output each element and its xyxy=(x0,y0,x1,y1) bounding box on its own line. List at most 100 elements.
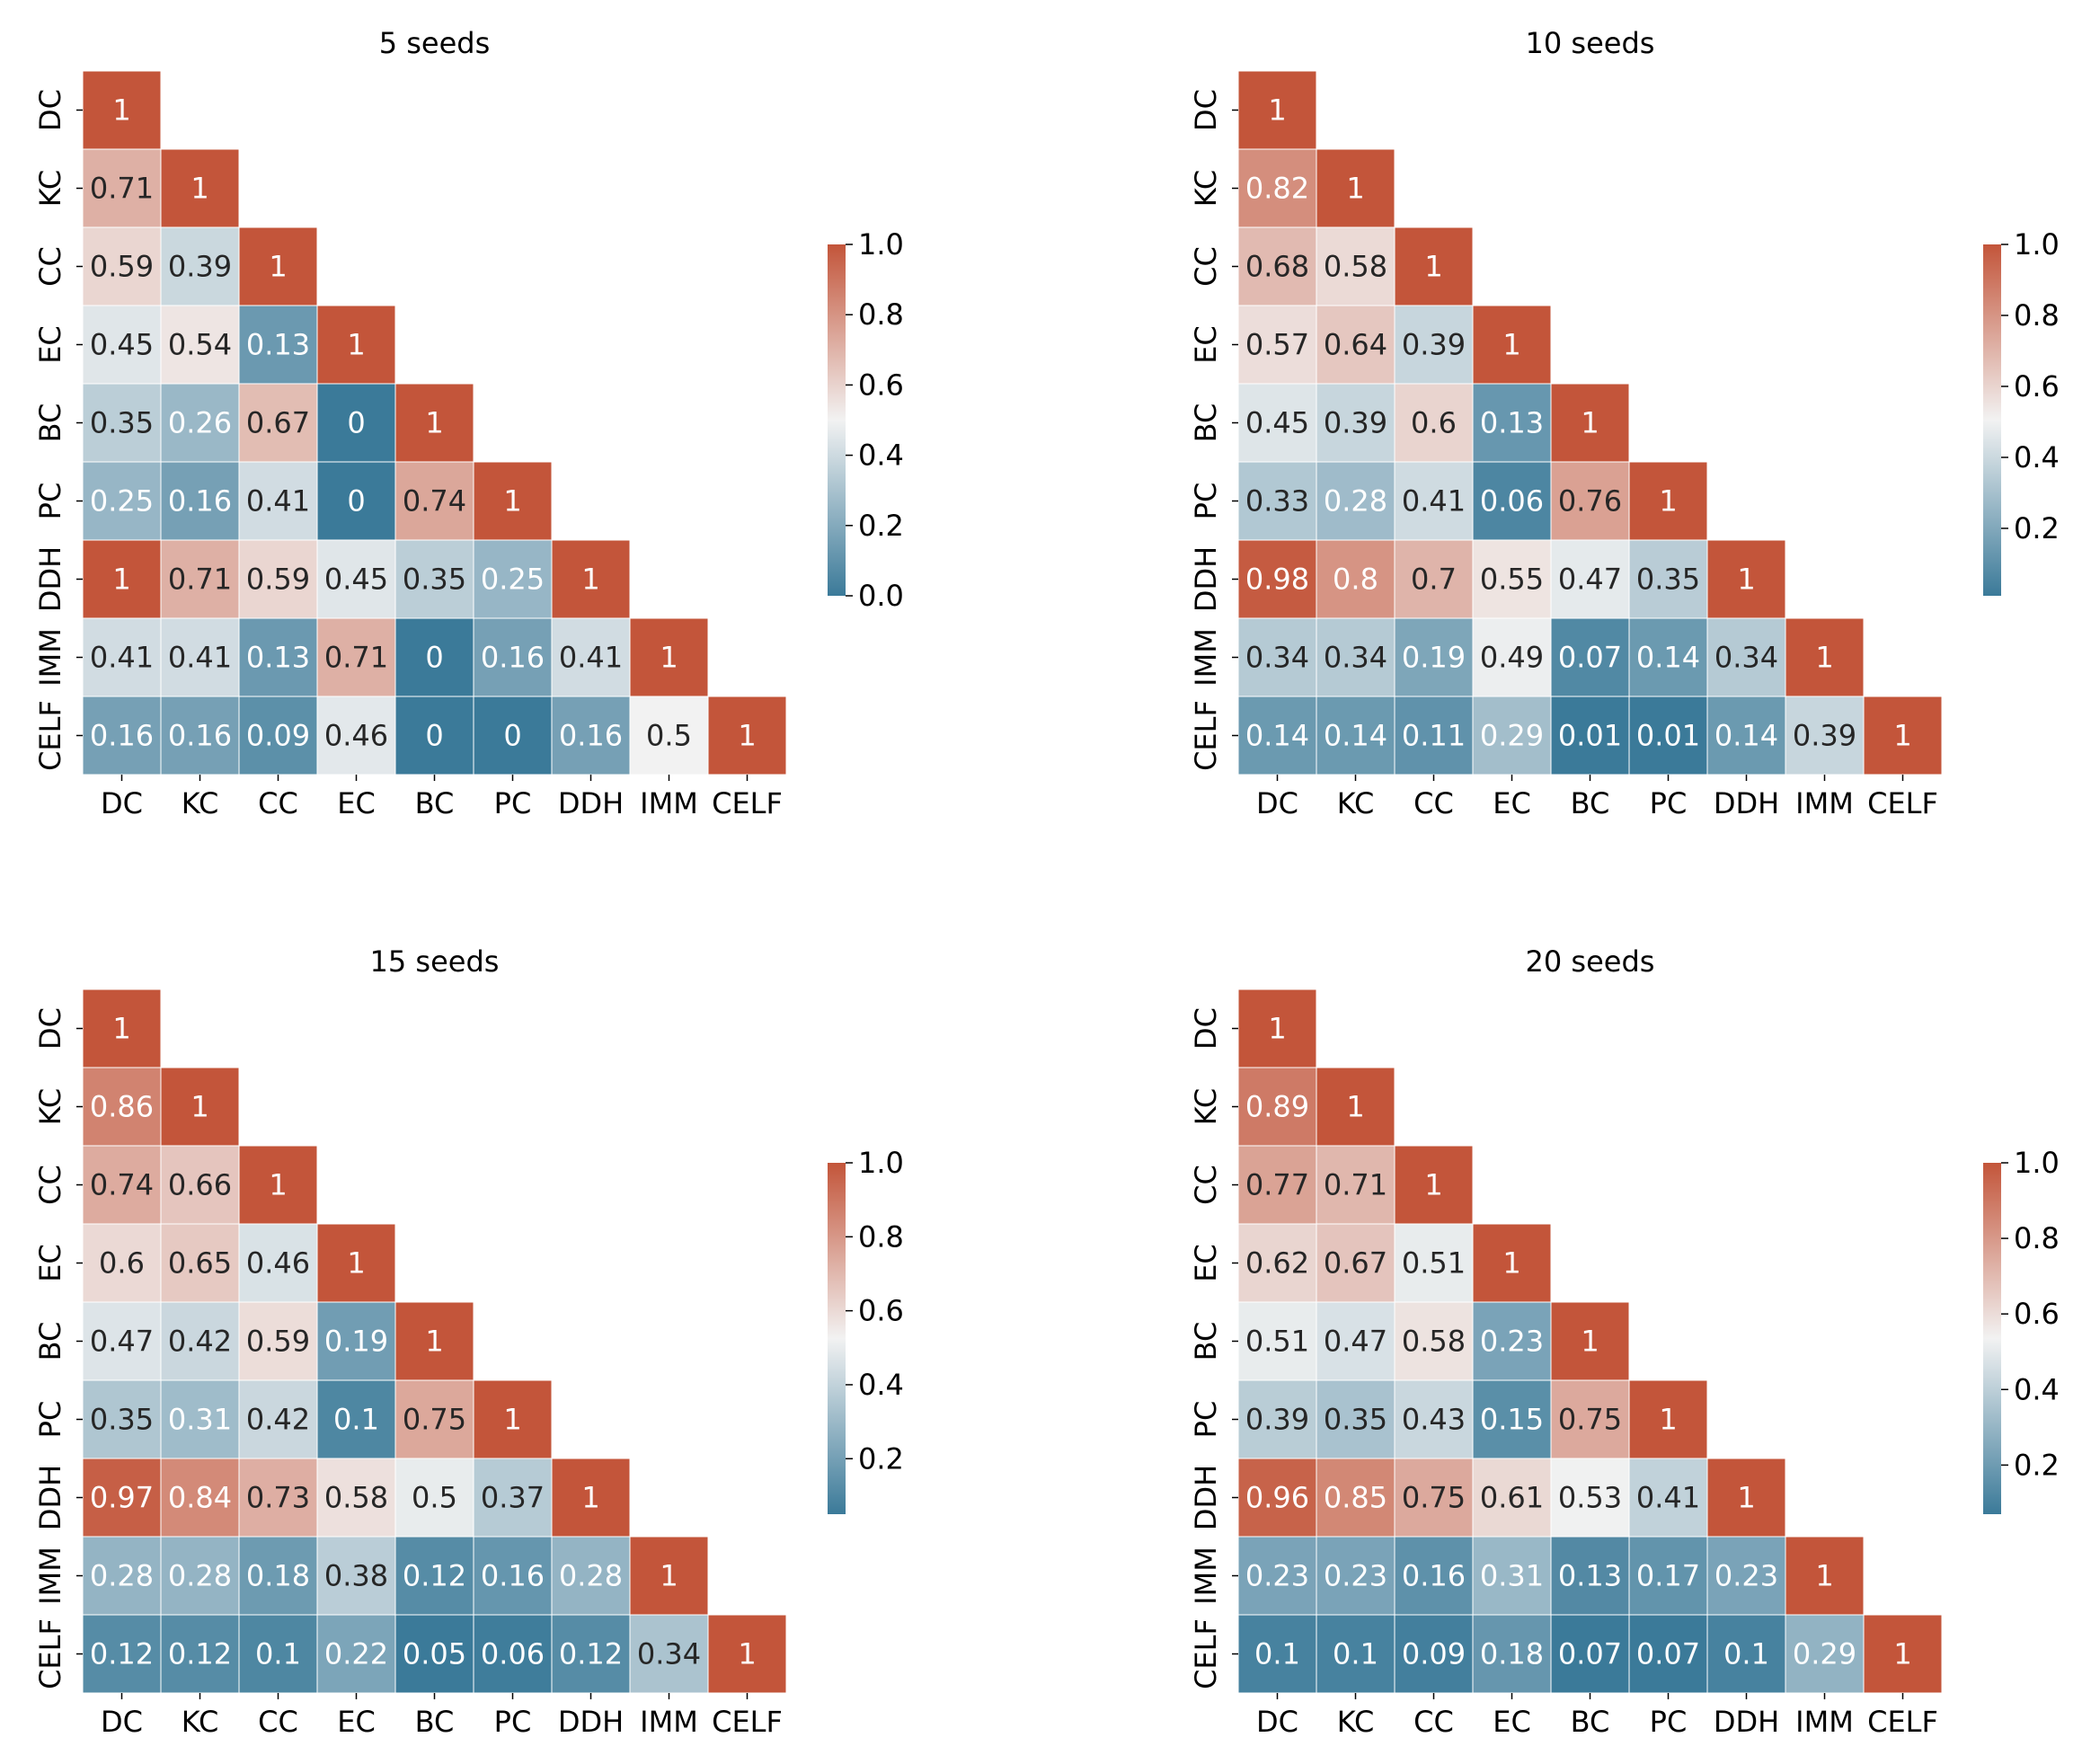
cell-label: 0.28 xyxy=(90,1559,154,1593)
heatmap-cell xyxy=(1394,461,1474,541)
y-tick-label: CELF xyxy=(1189,700,1223,771)
colorbar-tick-label: 1.0 xyxy=(2014,1146,2060,1180)
heatmap-cell xyxy=(1394,226,1474,306)
y-tick-label: CC xyxy=(1189,1165,1223,1205)
heatmap-cell xyxy=(473,617,553,697)
heatmap-cell xyxy=(1237,1458,1317,1538)
colorbar-tick-label: 0.4 xyxy=(2014,1372,2060,1406)
cell-label: 0.82 xyxy=(1245,172,1309,206)
cell-label: 0.16 xyxy=(90,719,154,753)
x-tick-label: DC xyxy=(101,786,143,820)
y-tick-label: KC xyxy=(1189,1088,1223,1126)
cell-label: 1 xyxy=(581,563,599,597)
cell-label: 0.35 xyxy=(1324,1403,1387,1437)
heatmap-cell xyxy=(1706,1614,1786,1694)
y-tick-label: BC xyxy=(33,403,67,443)
heatmap-cell xyxy=(473,1458,553,1538)
cell-label: 0.34 xyxy=(1245,641,1309,675)
heatmap-cell xyxy=(316,461,396,541)
cell-label: 0.39 xyxy=(1402,328,1466,362)
x-tick-label: DDH xyxy=(1714,1705,1779,1739)
y-tick-label: DC xyxy=(1189,89,1223,131)
cell-label: 0.16 xyxy=(168,484,232,519)
cell-label: 0.07 xyxy=(1636,1637,1700,1671)
heatmap-cell xyxy=(238,1223,318,1303)
heatmap-cell xyxy=(82,383,162,463)
cell-label: 0.71 xyxy=(1324,1168,1387,1202)
cell-label: 0.5 xyxy=(412,1481,457,1515)
heatmap-cell xyxy=(473,461,553,541)
heatmap-cell xyxy=(1316,696,1395,776)
colorbar-tick-label: 0.4 xyxy=(2014,440,2060,474)
heatmap-cell xyxy=(1785,696,1865,776)
heatmap-cell xyxy=(160,383,240,463)
cell-label: 1 xyxy=(112,1012,130,1046)
cell-label: 1 xyxy=(1502,1246,1520,1281)
y-tick-label: DC xyxy=(1189,1007,1223,1050)
y-tick-label: CELF xyxy=(1189,1618,1223,1689)
cell-label: 1 xyxy=(1346,1090,1364,1124)
cell-label: 0.7 xyxy=(1411,563,1457,597)
heatmap-cell xyxy=(394,539,474,619)
heatmap-cell xyxy=(1237,1379,1317,1459)
y-tick-label: EC xyxy=(1189,325,1223,364)
cell-label: 0.75 xyxy=(1558,1403,1622,1437)
cell-label: 0.89 xyxy=(1245,1090,1309,1124)
x-tick-label: IMM xyxy=(1795,1705,1854,1739)
cell-label: 0.23 xyxy=(1480,1325,1544,1359)
cell-label: 0.07 xyxy=(1558,1637,1622,1671)
heatmap-cell xyxy=(473,696,553,776)
cell-label: 1 xyxy=(1581,406,1599,440)
cell-label: 0.35 xyxy=(1636,563,1700,597)
cell-label: 0.09 xyxy=(246,719,310,753)
heatmap-cell xyxy=(1316,461,1395,541)
cell-label: 0 xyxy=(425,719,443,753)
heatmap-cell xyxy=(160,1223,240,1303)
heatmap-cell xyxy=(238,461,318,541)
cell-label: 0.31 xyxy=(1480,1559,1544,1593)
cell-label: 0.59 xyxy=(246,1325,310,1359)
cell-label: 0.51 xyxy=(1402,1246,1466,1281)
heatmap-cell xyxy=(1316,1223,1395,1303)
y-tick-label: DC xyxy=(33,1007,67,1050)
x-tick-label: PC xyxy=(1650,1705,1688,1739)
cell-label: 0.74 xyxy=(90,1168,154,1202)
cell-label: 0.5 xyxy=(646,719,692,753)
y-tick-label: EC xyxy=(33,325,67,364)
heatmap-cell xyxy=(1316,1145,1395,1225)
heatmap-cell xyxy=(551,539,631,619)
cell-label: 1 xyxy=(738,719,756,753)
cell-label: 0.71 xyxy=(324,641,388,675)
cell-label: 0.59 xyxy=(90,250,154,284)
cell-label: 1 xyxy=(1424,1168,1442,1202)
heatmap-cell xyxy=(160,1379,240,1459)
cell-label: 1 xyxy=(1659,484,1677,519)
cell-label: 0.67 xyxy=(246,406,310,440)
heatmap-cell xyxy=(1472,617,1552,697)
heatmap-cell xyxy=(160,305,240,385)
cell-label: 0.45 xyxy=(90,328,154,362)
cell-label: 0.41 xyxy=(246,484,310,519)
cell-label: 0.71 xyxy=(90,172,154,206)
cell-label: 1 xyxy=(503,1403,521,1437)
cell-label: 0.96 xyxy=(1245,1481,1309,1515)
heatmap-cell xyxy=(1863,696,1943,776)
y-tick-label: DDH xyxy=(33,546,67,612)
colorbar-tick-label: 0.6 xyxy=(858,368,904,402)
x-tick-label: CELF xyxy=(712,1705,783,1739)
cell-label: 0.41 xyxy=(168,641,232,675)
heatmap-cell xyxy=(1237,461,1317,541)
cell-label: 0.35 xyxy=(90,406,154,440)
cell-label: 0.39 xyxy=(1324,406,1387,440)
heatmap-cell xyxy=(1628,461,1708,541)
y-tick-label: DC xyxy=(33,89,67,131)
heatmap-cell xyxy=(1316,539,1395,619)
colorbar xyxy=(828,244,846,596)
cell-label: 0.1 xyxy=(333,1403,379,1437)
heatmap-cell xyxy=(473,539,553,619)
heatmap-cell xyxy=(1394,1223,1474,1303)
colorbar-tick-label: 0.8 xyxy=(2014,1221,2060,1255)
cell-label: 0.39 xyxy=(168,250,232,284)
heatmap-cell xyxy=(1628,1614,1708,1694)
colorbar-tick-label: 0.4 xyxy=(858,439,904,473)
